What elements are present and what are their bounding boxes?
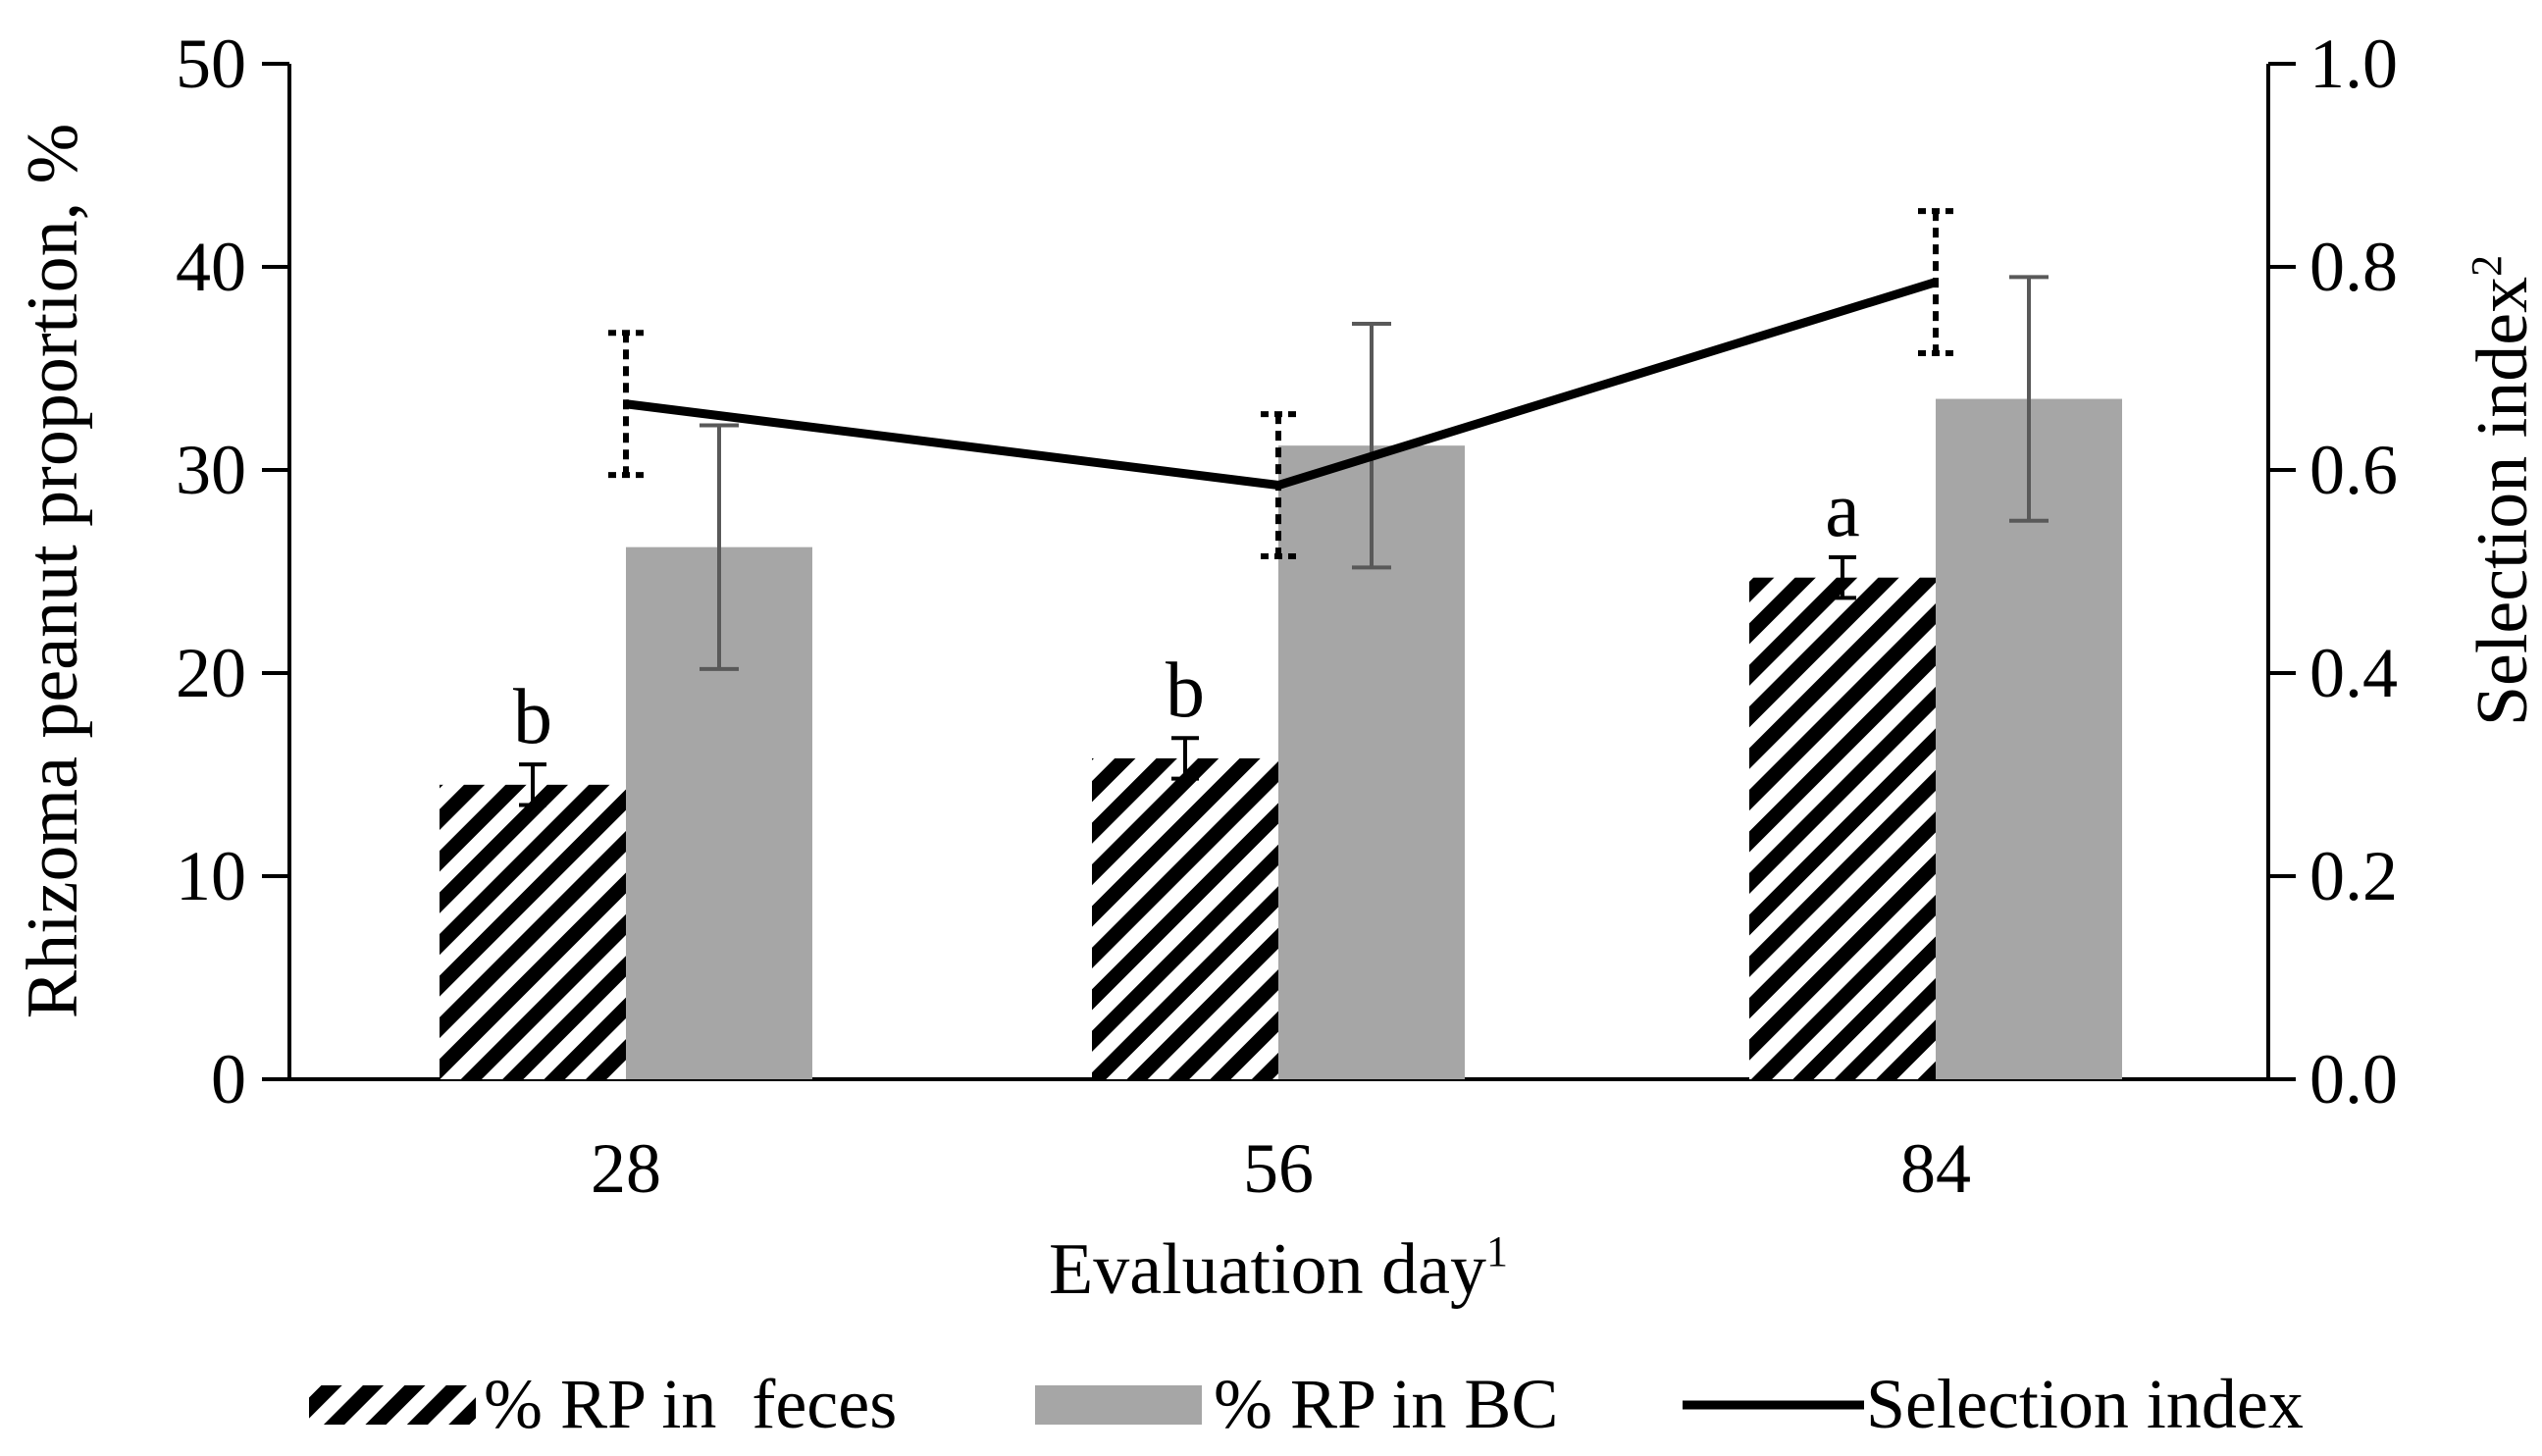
y-tick-label-right: 0.6 xyxy=(2309,431,2398,509)
x-tick-label: 56 xyxy=(1243,1129,1314,1208)
bar-feces xyxy=(1749,577,1936,1079)
bar-feces xyxy=(440,784,626,1079)
selection-index-line xyxy=(608,208,1953,559)
y-tick-label-left: 30 xyxy=(176,431,246,509)
y-tick-label-left: 20 xyxy=(176,634,246,712)
legend-swatch-bc xyxy=(1035,1385,1202,1425)
y-axis-right-title: Selection index2 xyxy=(2463,255,2542,726)
y-tick-label-right: 0.4 xyxy=(2309,634,2398,712)
significance-label: b xyxy=(1166,648,1205,734)
legend-label-feces: % RP in feces xyxy=(484,1365,897,1443)
y-axis-right-ticks: 0.0 0.2 0.4 0.6 0.8 1.0 xyxy=(2268,25,2398,1118)
bar-feces xyxy=(1092,757,1278,1079)
x-axis-title-text: Evaluation day xyxy=(1049,1229,1486,1310)
x-axis-tick-labels: 28 56 84 xyxy=(591,1129,1971,1208)
x-axis-title: Evaluation day1 xyxy=(1049,1227,1508,1310)
significance-labels: b b a xyxy=(513,467,1860,760)
x-axis-title-sup: 1 xyxy=(1486,1227,1508,1275)
legend-label-bc: % RP in BC xyxy=(1214,1365,1558,1443)
y-tick-label-right: 0.0 xyxy=(2309,1040,2398,1118)
y-axis-left-title: Rhizoma peanut proportion, % xyxy=(13,124,93,1018)
y-tick-label-left: 0 xyxy=(211,1040,246,1118)
y-tick-label-left: 50 xyxy=(176,25,246,103)
y-tick-label-left: 40 xyxy=(176,228,246,306)
legend: % RP in feces % RP in BC Selection index xyxy=(309,1365,2304,1443)
y-tick-label-right: 0.8 xyxy=(2309,228,2398,306)
y-tick-label-right: 1.0 xyxy=(2309,25,2398,103)
significance-label: b xyxy=(513,674,552,760)
error-bars xyxy=(519,275,2049,807)
legend-label-selection-index: Selection index xyxy=(1866,1365,2304,1443)
x-tick-label: 84 xyxy=(1900,1129,1971,1208)
y-tick-label-left: 10 xyxy=(176,837,246,915)
y-axis-right-title-sup: 2 xyxy=(2463,255,2511,277)
x-tick-label: 28 xyxy=(591,1129,661,1208)
significance-label: a xyxy=(1825,467,1860,553)
y-axis-left-ticks: 0 10 20 30 40 50 xyxy=(176,25,289,1118)
legend-swatch-feces xyxy=(309,1385,476,1425)
bars xyxy=(440,398,2122,1079)
y-axis-right-title-text: Selection index xyxy=(2463,277,2542,726)
y-tick-label-right: 0.2 xyxy=(2309,837,2398,915)
